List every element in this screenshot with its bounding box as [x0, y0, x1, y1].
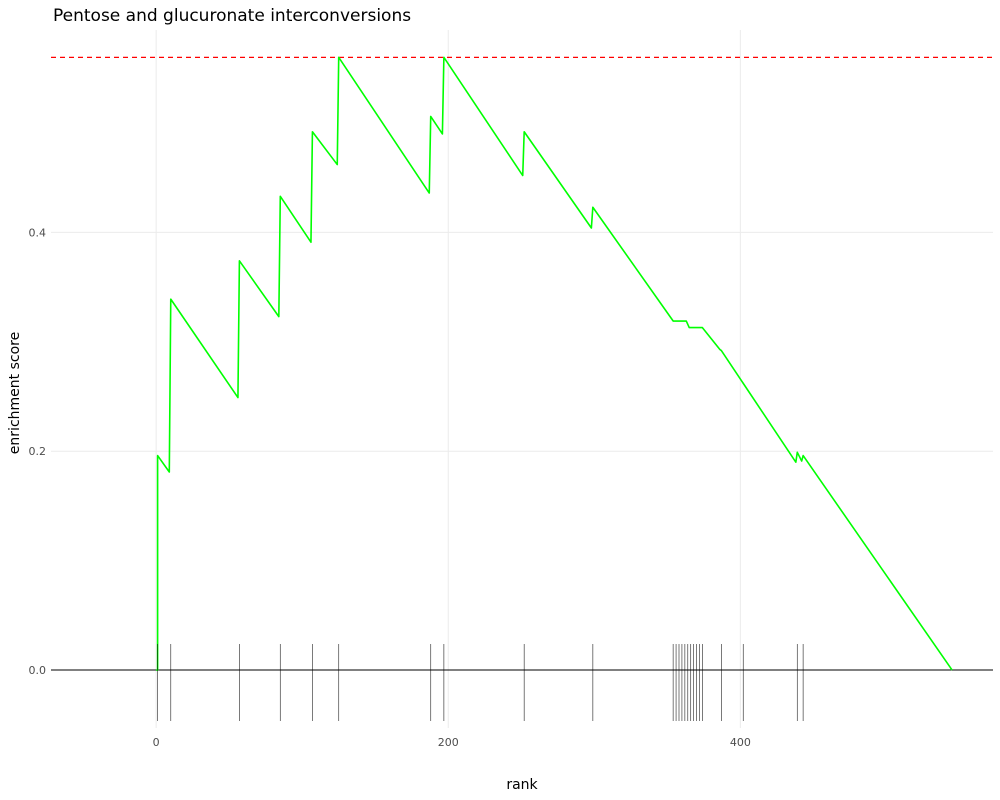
x-tick-label: 400	[730, 736, 751, 749]
y-axis-title: enrichment score	[7, 332, 23, 454]
grid-layer	[51, 30, 993, 728]
running-score-layer	[156, 56, 953, 671]
hit-ticks-layer	[157, 644, 804, 721]
x-axis-title: rank	[506, 777, 538, 793]
y-tick-label: 0.0	[29, 664, 47, 677]
y-tick-label: 0.2	[29, 445, 47, 458]
running-score-line	[156, 56, 953, 671]
y-tick-label: 0.4	[29, 226, 47, 239]
tick-labels-layer: 0 200 400 0.0 0.2 0.4	[29, 226, 751, 749]
x-tick-label: 200	[438, 736, 459, 749]
x-tick-label: 0	[153, 736, 160, 749]
chart-title: Pentose and glucuronate interconversions	[53, 6, 411, 26]
